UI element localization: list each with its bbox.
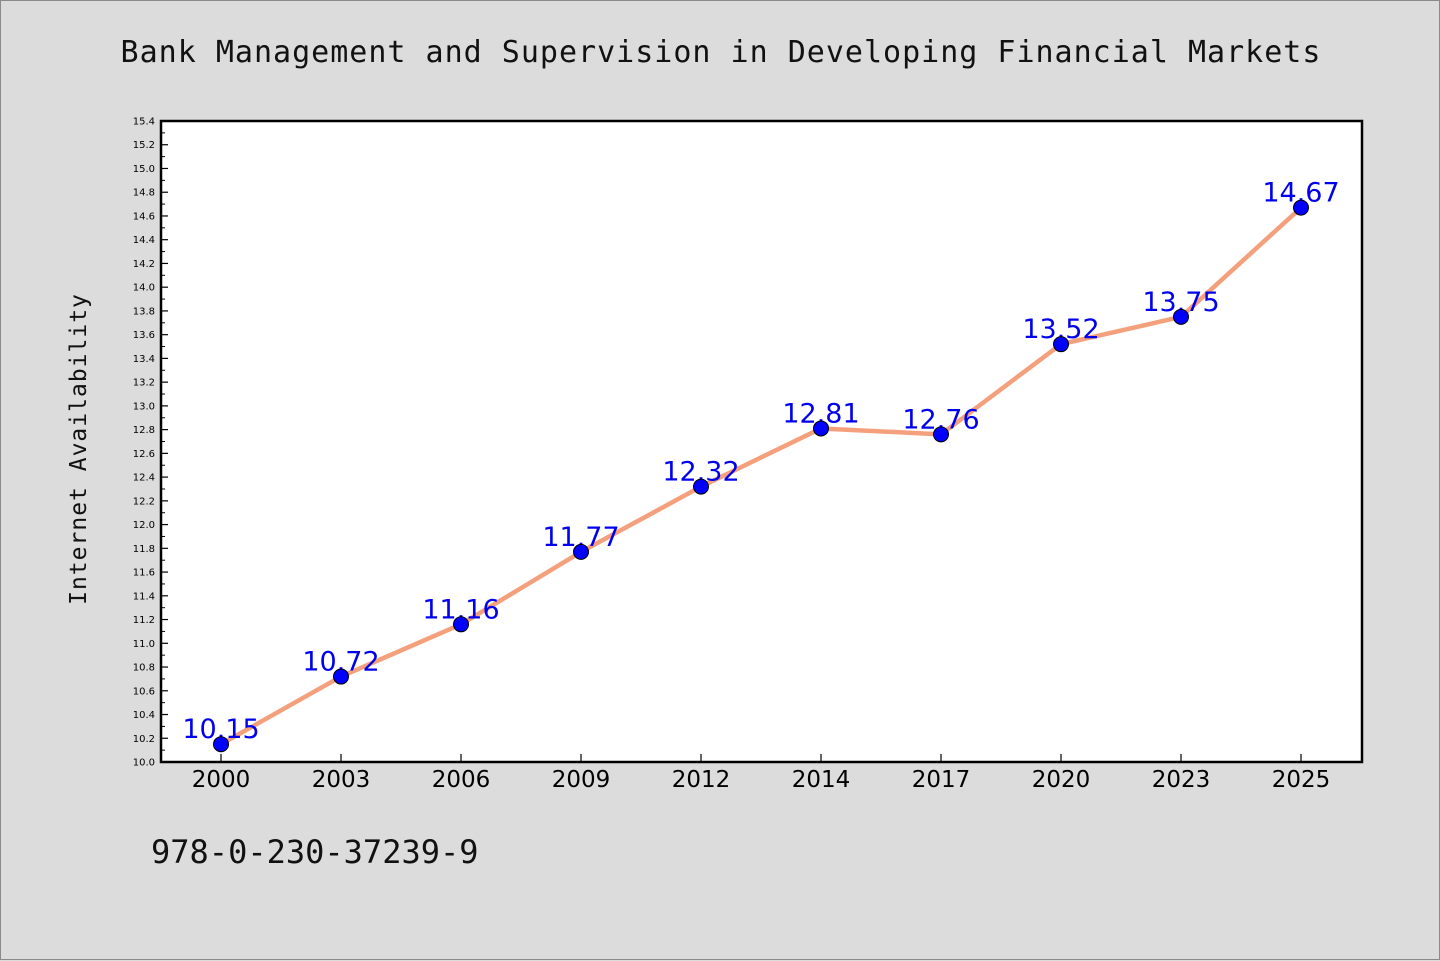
y-tick-label: 10.2 <box>133 734 155 745</box>
isbn-label: 978-0-230-37239-9 <box>151 833 479 871</box>
y-tick-label: 12.6 <box>133 449 155 460</box>
y-axis: 10.0 10.2 10.4 10.6 10.8 11.0 11.2 11.4 11.6 11.8… <box>133 117 168 769</box>
x-tick-label: 2017 <box>912 767 971 793</box>
y-tick-label: 14.4 <box>133 235 155 246</box>
x-tick-label: 2025 <box>1272 767 1331 793</box>
data-point <box>213 736 229 753</box>
y-tick-label: 13.6 <box>133 330 155 341</box>
x-tick-label: 2009 <box>552 767 611 793</box>
y-tick-label: 13.0 <box>133 401 155 412</box>
y-tick-label: 12.4 <box>133 473 155 484</box>
y-tick-label: 15.2 <box>133 140 155 151</box>
y-tick-label: 12.2 <box>133 496 155 507</box>
y-tick-label: 13.2 <box>133 378 155 389</box>
y-tick-label: 15.0 <box>133 164 155 175</box>
y-tick-label: 10.6 <box>133 686 155 697</box>
chart-title: Bank Management and Supervision in Devel… <box>120 35 1322 70</box>
y-tick-label: 11.4 <box>133 591 155 602</box>
y-tick-label: 12.0 <box>133 520 155 531</box>
y-axis-label: Internet Availability <box>66 293 92 605</box>
x-tick-label: 2000 <box>192 767 251 793</box>
y-tick-label: 13.4 <box>133 354 155 365</box>
y-tick-label: 14.6 <box>133 211 155 222</box>
y-tick-label: 10.4 <box>133 710 155 721</box>
x-tick-label: 2012 <box>672 767 731 793</box>
x-tick-label: 2014 <box>792 767 851 793</box>
data-point <box>1293 199 1309 216</box>
y-tick-label: 14.0 <box>133 283 155 294</box>
y-tick-label: 11.6 <box>133 568 155 579</box>
series-line <box>219 205 1303 747</box>
data-point <box>1053 336 1069 353</box>
x-tick-label: 2023 <box>1152 767 1211 793</box>
data-point <box>453 616 469 633</box>
data-point <box>933 426 949 443</box>
x-tick-label: 2003 <box>312 767 371 793</box>
y-tick-label: 10.8 <box>133 663 155 674</box>
data-point <box>813 420 829 437</box>
y-tick-label: 13.8 <box>133 306 155 317</box>
data-point <box>1173 308 1189 325</box>
x-tick-label: 2006 <box>432 767 491 793</box>
plot-area <box>159 119 1364 764</box>
x-axis: 2000 2003 2006 2009 2012 2014 2017 2020 2023 2025 <box>192 754 1331 793</box>
data-point <box>693 478 709 495</box>
data-point <box>333 668 349 685</box>
y-tick-label: 11.0 <box>133 639 155 650</box>
y-tick-label: 10.0 <box>133 758 155 769</box>
y-tick-label: 11.2 <box>133 615 155 626</box>
y-tick-label: 12.8 <box>133 425 155 436</box>
data-point <box>573 543 589 560</box>
y-tick-label: 11.8 <box>133 544 155 555</box>
x-tick-label: 2020 <box>1032 767 1091 793</box>
y-tick-label: 14.8 <box>133 188 155 199</box>
y-tick-label: 14.2 <box>133 259 155 270</box>
y-tick-label: 15.4 <box>133 117 155 128</box>
